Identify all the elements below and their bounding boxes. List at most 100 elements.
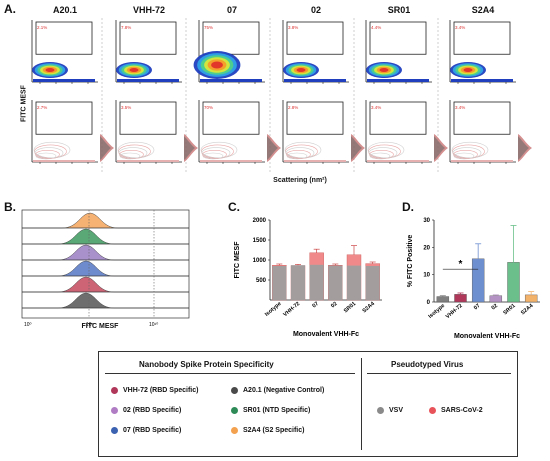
column-title: VHH-72 bbox=[132, 5, 165, 15]
tick-label: 10⁰ bbox=[24, 322, 32, 328]
gate-percent: 75% bbox=[204, 25, 213, 30]
panel-b-histogram: 10⁰ 10⁵ 10¹⁰ bbox=[21, 209, 190, 328]
density-floor bbox=[33, 160, 95, 162]
density-floor bbox=[284, 160, 346, 162]
gate-percent: 3.4% bbox=[371, 105, 381, 110]
panel-a-letter: A. bbox=[4, 2, 16, 16]
y-tick-label: 20 bbox=[423, 245, 430, 251]
y-tick-label: 0 bbox=[427, 300, 431, 306]
column-title: 02 bbox=[310, 5, 321, 15]
legend-dot bbox=[111, 407, 118, 414]
x-tick-label: 02 bbox=[330, 301, 339, 310]
legend-label: A20.1 (Negative Control) bbox=[243, 387, 325, 394]
legend-label: SARS-CoV-2 bbox=[441, 407, 483, 414]
column-title: 07 bbox=[226, 5, 237, 15]
bar-vsv bbox=[365, 266, 380, 300]
bar bbox=[489, 295, 503, 303]
legend-item-s2a4: S2A4 (S2 Specific) bbox=[231, 427, 304, 434]
gate-box bbox=[453, 101, 511, 135]
side-histogram bbox=[351, 136, 362, 160]
histogram-curve bbox=[22, 260, 189, 277]
panel-a-x-label: Scattering (nm²) bbox=[273, 177, 327, 184]
side-histogram bbox=[518, 136, 529, 160]
bar-vsv bbox=[347, 265, 361, 300]
histogram-curve bbox=[22, 244, 189, 261]
bar bbox=[524, 294, 538, 303]
gate-percent: 2.1% bbox=[37, 25, 47, 30]
x-tick-label: 07 bbox=[473, 303, 482, 312]
y-tick-label: 1500 bbox=[253, 238, 267, 244]
x-tick-label: SR01 bbox=[502, 303, 516, 316]
gate-box bbox=[119, 101, 177, 135]
legend-label: 07 (RBD Specific) bbox=[123, 427, 182, 434]
significance-star: * bbox=[459, 259, 463, 270]
legend-dot bbox=[231, 427, 238, 434]
side-histogram bbox=[184, 136, 195, 160]
x-tick-label: Isotype bbox=[428, 303, 447, 320]
histogram-curve bbox=[22, 228, 189, 245]
bar bbox=[471, 258, 485, 303]
panel-c-letter: C. bbox=[228, 200, 240, 214]
density-floor bbox=[451, 160, 513, 162]
legend-item-sars: SARS-CoV-2 bbox=[429, 407, 483, 414]
legend-dot bbox=[231, 387, 238, 394]
gate-box bbox=[119, 21, 177, 55]
gate-box bbox=[286, 101, 344, 135]
panel-b-x-label: FITC MESF bbox=[81, 323, 119, 330]
contour-line bbox=[200, 141, 238, 159]
x-tick-label: VHH-72 bbox=[445, 303, 464, 320]
legend-item-vhh72: VHH-72 (RBD Specific) bbox=[111, 387, 198, 394]
plot-frame bbox=[21, 209, 190, 319]
gate-box bbox=[202, 101, 260, 135]
histogram-curve bbox=[22, 212, 189, 229]
side-histogram bbox=[267, 136, 278, 160]
panel-d-letter: D. bbox=[402, 200, 414, 214]
gate-box bbox=[35, 21, 93, 55]
x-tick-label: 02 bbox=[491, 303, 500, 312]
density-floor bbox=[200, 79, 262, 82]
gate-percent: 7.8% bbox=[121, 25, 131, 30]
panel-b-letter: B. bbox=[4, 200, 16, 214]
x-tick-label: 07 bbox=[311, 301, 320, 310]
x-tick-label: Isotype bbox=[264, 301, 283, 318]
gate-box bbox=[453, 21, 511, 55]
legend-dot bbox=[111, 427, 118, 434]
bar-vsv bbox=[272, 266, 287, 300]
gate-percent: 70% bbox=[204, 105, 213, 110]
density-floor bbox=[117, 160, 179, 162]
legend-dot bbox=[231, 407, 238, 414]
tick-label: 10¹⁰ bbox=[149, 322, 158, 328]
gate-box bbox=[286, 21, 344, 55]
column-title: SR01 bbox=[387, 5, 411, 15]
gate-percent: 3.4% bbox=[455, 105, 465, 110]
legend: Nanobody Spike Protein Specificity Pseud… bbox=[98, 351, 518, 457]
bar bbox=[454, 294, 467, 303]
y-tick-label: 2000 bbox=[253, 218, 267, 224]
density-floor bbox=[33, 79, 95, 82]
legend-item-07: 07 (RBD Specific) bbox=[111, 427, 181, 434]
x-tick-label: SR01 bbox=[343, 301, 357, 314]
gate-percent: 4.4% bbox=[371, 25, 381, 30]
legend-dot bbox=[377, 407, 384, 414]
column-title: A20.1 bbox=[52, 5, 78, 15]
y-tick-label: 30 bbox=[423, 218, 430, 224]
density-contour bbox=[211, 61, 223, 69]
y-tick-label: 1000 bbox=[253, 258, 267, 264]
legend-item-a201: A20.1 (Negative Control) bbox=[231, 387, 324, 394]
tick-label: 10⁵ bbox=[86, 322, 94, 328]
panel-a: A20.1 VHH-72 07 02 SR01 S2A4 FITC MESF Scatte… bbox=[0, 0, 550, 195]
bar bbox=[436, 296, 450, 303]
density-floor bbox=[200, 160, 262, 162]
histogram-curve bbox=[22, 292, 189, 309]
legend-item-sr01: SR01 (NTD Specific) bbox=[231, 407, 310, 414]
side-histogram bbox=[434, 136, 445, 160]
density-floor bbox=[367, 160, 429, 162]
density-floor bbox=[451, 79, 513, 82]
gate-percent: 2.8% bbox=[288, 105, 298, 110]
density-contour bbox=[129, 68, 139, 72]
x-tick-label: S2A4 bbox=[362, 300, 377, 314]
legend-label: VHH-72 (RBD Specific) bbox=[123, 387, 199, 394]
bar-vsv bbox=[328, 265, 343, 300]
density-contour bbox=[296, 68, 306, 72]
